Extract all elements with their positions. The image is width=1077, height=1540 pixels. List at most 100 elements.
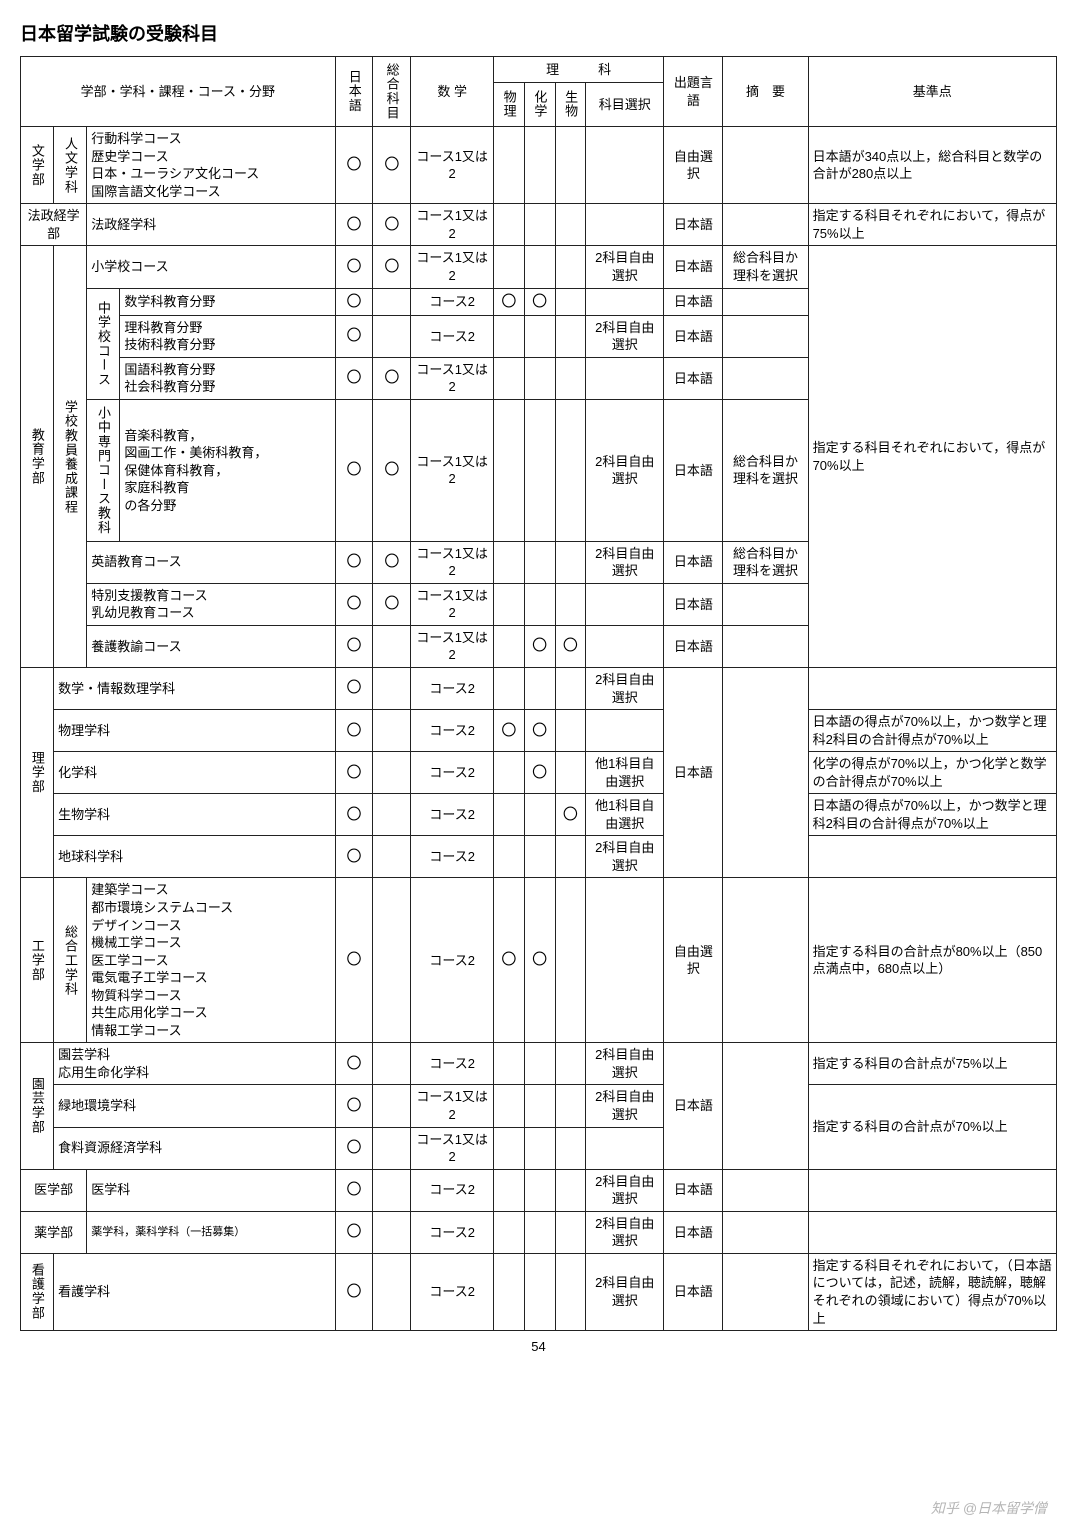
cell-circle: 〇 bbox=[524, 752, 555, 794]
th-chem: 化学 bbox=[524, 83, 555, 127]
cell-ri-phys: 物理学科 bbox=[54, 710, 336, 752]
cell-sel: 他1科目自由選択 bbox=[586, 752, 664, 794]
cell-circle: 〇 bbox=[335, 752, 373, 794]
th-bio: 生物 bbox=[555, 83, 586, 127]
cell-lang: 自由選択 bbox=[664, 127, 723, 204]
cell-circle: 〇 bbox=[555, 625, 586, 667]
cell-ri-math: 数学・情報数理学科 bbox=[54, 668, 336, 710]
cell-circle: 〇 bbox=[335, 625, 373, 667]
cell-sel: 他1科目自由選択 bbox=[586, 794, 664, 836]
cell-circle: 〇 bbox=[373, 246, 411, 288]
cell-ko-courses: 建築学コース都市環境システムコースデザインコース機械工学コース医工学コース電気電… bbox=[87, 878, 335, 1043]
cell-criteria: 指定する科目の合計点が80%以上（850点満点中，680点以上） bbox=[808, 878, 1056, 1043]
cell-kango: 看護学部 bbox=[21, 1253, 54, 1330]
cell-hosei: 法政経学部 bbox=[21, 204, 87, 246]
cell-lang: 日本語 bbox=[664, 315, 723, 357]
cell-lang: 日本語 bbox=[664, 541, 723, 583]
cell-math: コース1又は2 bbox=[411, 246, 494, 288]
cell-lang: 日本語 bbox=[664, 583, 723, 625]
cell-summary: 総合科目か理科を選択 bbox=[723, 541, 808, 583]
cell-circle: 〇 bbox=[373, 541, 411, 583]
cell-kyoiku-prog: 学校教員養成課程 bbox=[54, 246, 87, 668]
cell-math: コース2 bbox=[411, 710, 494, 752]
cell-lang: 自由選択 bbox=[664, 878, 723, 1043]
cell-kango-dept: 看護学科 bbox=[54, 1253, 336, 1330]
cell-kyoiku-chu-lang: 国語科教育分野社会科教育分野 bbox=[120, 357, 335, 399]
cell-ri-bio: 生物学科 bbox=[54, 794, 336, 836]
cell-sel: 2科目自由選択 bbox=[586, 1043, 664, 1085]
cell-math: コース2 bbox=[411, 836, 494, 878]
cell-circle: 〇 bbox=[335, 836, 373, 878]
cell-circle: 〇 bbox=[494, 288, 525, 315]
cell-sel: 2科目自由選択 bbox=[586, 315, 664, 357]
cell-circle: 〇 bbox=[494, 710, 525, 752]
cell-circle: 〇 bbox=[335, 794, 373, 836]
cell-criteria: 指定する科目の合計点が75%以上 bbox=[808, 1043, 1056, 1085]
cell-en-dept1: 園芸学科応用生命化学科 bbox=[54, 1043, 336, 1085]
cell-lang: 日本語 bbox=[664, 668, 723, 878]
cell-circle: 〇 bbox=[335, 1127, 373, 1169]
cell-circle: 〇 bbox=[335, 541, 373, 583]
cell-criteria: 指定する科目それぞれにおいて，得点が75%以上 bbox=[808, 204, 1056, 246]
cell-kyoiku-senmon: 小中専門コース教科 bbox=[87, 400, 120, 542]
exam-subjects-table: 学部・学科・課程・コース・分野 日本語 総合科目 数 学 理 科 出題言語 摘 … bbox=[20, 56, 1057, 1331]
cell-ko-sogo: 総合工学科 bbox=[54, 878, 87, 1043]
cell-kyoiku-elem: 小学校コース bbox=[87, 246, 335, 288]
cell-lang: 日本語 bbox=[664, 1253, 723, 1330]
th-sogo: 総合科目 bbox=[373, 57, 411, 127]
cell-summary: 総合科目か理科を選択 bbox=[723, 400, 808, 542]
cell-yaku-dept: 薬学科，薬科学科（一括募集） bbox=[87, 1211, 335, 1253]
page-number: 54 bbox=[20, 1339, 1057, 1354]
cell-circle: 〇 bbox=[335, 357, 373, 399]
cell-math: コース1又は2 bbox=[411, 400, 494, 542]
cell-kyoiku-senmon-list: 音楽科教育，図画工作・美術科教育，保健体育科教育，家庭科教育の各分野 bbox=[120, 400, 335, 542]
cell-criteria: 指定する科目それぞれにおいて，（日本語については，記述，読解，聴読解，聴解それぞ… bbox=[808, 1253, 1056, 1330]
cell-sel: 2科目自由選択 bbox=[586, 246, 664, 288]
cell-math: コース2 bbox=[411, 1253, 494, 1330]
cell-en: 園芸学部 bbox=[21, 1043, 54, 1169]
cell-sel: 2科目自由選択 bbox=[586, 668, 664, 710]
cell-med-dept: 医学科 bbox=[87, 1169, 335, 1211]
cell-circle: 〇 bbox=[335, 315, 373, 357]
cell-math: コース2 bbox=[411, 794, 494, 836]
cell-circle: 〇 bbox=[373, 357, 411, 399]
cell-circle: 〇 bbox=[335, 204, 373, 246]
cell-circle: 〇 bbox=[524, 288, 555, 315]
cell-circle: 〇 bbox=[373, 400, 411, 542]
cell-criteria: 指定する科目それぞれにおいて，得点が70%以上 bbox=[808, 246, 1056, 668]
cell-sel: 2科目自由選択 bbox=[586, 1211, 664, 1253]
cell-ri: 理学部 bbox=[21, 668, 54, 878]
cell-circle: 〇 bbox=[494, 878, 525, 1043]
cell-ko: 工学部 bbox=[21, 878, 54, 1043]
cell-ri-chem: 化学科 bbox=[54, 752, 336, 794]
cell-lang: 日本語 bbox=[664, 625, 723, 667]
th-subj-select: 科目選択 bbox=[586, 83, 664, 127]
th-sci: 理 科 bbox=[494, 57, 664, 83]
cell-circle: 〇 bbox=[335, 1043, 373, 1085]
cell-math: コース2 bbox=[411, 752, 494, 794]
cell-circle: 〇 bbox=[335, 288, 373, 315]
cell-lang: 日本語 bbox=[664, 1043, 723, 1169]
cell-bun-jinbun: 人文学科 bbox=[54, 127, 87, 204]
cell-sel: 2科目自由選択 bbox=[586, 1085, 664, 1127]
th-summary: 摘 要 bbox=[723, 57, 808, 127]
cell-criteria: 化学の得点が70%以上，かつ化学と数学の合計得点が70%以上 bbox=[808, 752, 1056, 794]
th-faculty: 学部・学科・課程・コース・分野 bbox=[21, 57, 336, 127]
cell-math: コース2 bbox=[411, 1043, 494, 1085]
cell-circle: 〇 bbox=[524, 625, 555, 667]
cell-sel: 2科目自由選択 bbox=[586, 541, 664, 583]
cell-math: コース2 bbox=[411, 1211, 494, 1253]
cell-criteria: 日本語の得点が70%以上，かつ数学と理科2科目の合計得点が70%以上 bbox=[808, 710, 1056, 752]
cell-criteria: 日本語が340点以上，総合科目と数学の合計が280点以上 bbox=[808, 127, 1056, 204]
cell-circle: 〇 bbox=[335, 710, 373, 752]
cell-math: コース2 bbox=[411, 288, 494, 315]
th-lang: 出題言語 bbox=[664, 57, 723, 127]
cell-kyoiku-yogo: 養護教諭コース bbox=[87, 625, 335, 667]
th-jp: 日本語 bbox=[335, 57, 373, 127]
cell-circle: 〇 bbox=[335, 246, 373, 288]
cell-lang: 日本語 bbox=[664, 1211, 723, 1253]
page-title: 日本留学試験の受験科目 bbox=[20, 20, 1057, 46]
cell-kyoiku-special: 特別支援教育コース乳幼児教育コース bbox=[87, 583, 335, 625]
cell-med: 医学部 bbox=[21, 1169, 87, 1211]
cell-en-dept3: 食料資源経済学科 bbox=[54, 1127, 336, 1169]
